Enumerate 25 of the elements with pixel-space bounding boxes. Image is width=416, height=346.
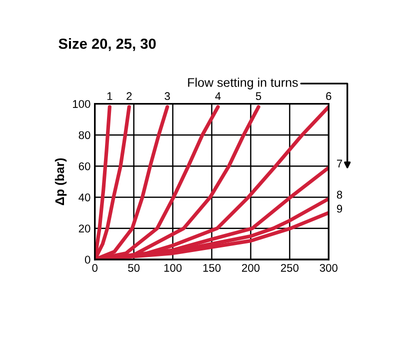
x-tick-label: 150 <box>203 264 221 272</box>
series-label: 2 <box>126 92 132 100</box>
series-label: 9 <box>336 204 342 213</box>
x-tick-label: 200 <box>242 264 260 272</box>
x-tick-label: 250 <box>280 264 299 272</box>
series-label: 1 <box>107 92 112 100</box>
y-axis-title: Δp (bar) <box>54 158 67 206</box>
series-label: 3 <box>164 92 170 100</box>
y-tick-label: 80 <box>78 131 90 140</box>
chart-title: Size 20, 25, 30 <box>58 38 156 52</box>
x-tick-label: 50 <box>128 264 140 272</box>
x-tick-label: 300 <box>320 264 338 272</box>
x-tick-label: 100 <box>164 264 182 272</box>
series-label: 6 <box>326 92 332 100</box>
y-tick-label: 60 <box>78 162 90 170</box>
y-tick-label: 20 <box>78 224 90 232</box>
series-label: 7 <box>337 160 342 168</box>
y-tick-label: 40 <box>78 193 90 202</box>
y-tick-label: 100 <box>72 100 90 108</box>
text: Flow setting in turns <box>188 78 298 90</box>
series-label: 8 <box>336 190 342 199</box>
y-tick-label: 0 <box>84 256 90 264</box>
series-label: 4 <box>215 92 221 100</box>
x-tick-label: 0 <box>92 264 98 272</box>
series-label: 5 <box>256 92 262 100</box>
